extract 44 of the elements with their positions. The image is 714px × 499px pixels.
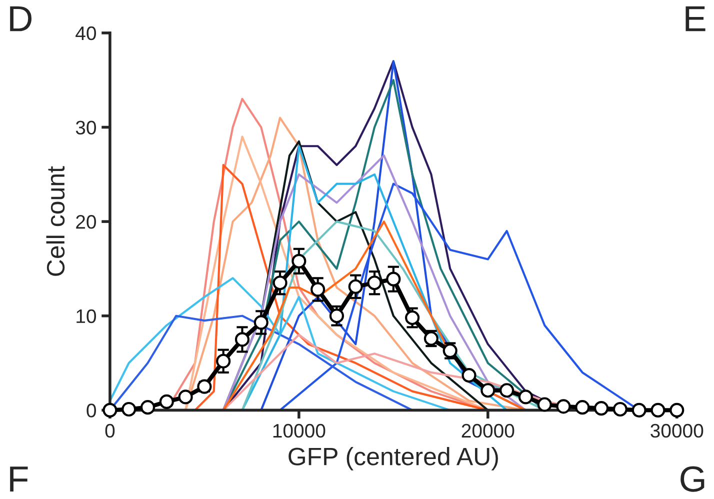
point bbox=[537, 397, 552, 412]
point bbox=[178, 390, 193, 404]
point bbox=[480, 383, 496, 398]
point bbox=[594, 400, 609, 416]
point bbox=[329, 308, 344, 324]
text: G bbox=[680, 466, 704, 492]
line-series bbox=[222, 154, 527, 412]
point bbox=[197, 379, 212, 394]
point bbox=[556, 399, 571, 414]
point bbox=[272, 276, 288, 290]
point bbox=[612, 402, 628, 417]
y-tick-label: 10 bbox=[76, 309, 96, 324]
point bbox=[122, 402, 136, 417]
point bbox=[650, 402, 666, 418]
y-tick-label: 20 bbox=[76, 215, 96, 229]
y-tick-label: 40 bbox=[76, 26, 96, 40]
point bbox=[216, 354, 231, 368]
point bbox=[159, 394, 174, 409]
text: F bbox=[10, 466, 28, 492]
x-tick-label: 20000 bbox=[462, 424, 514, 438]
point bbox=[310, 282, 326, 297]
point bbox=[292, 254, 306, 268]
y-axis-title: Cell count bbox=[46, 166, 65, 276]
point bbox=[140, 400, 156, 415]
point bbox=[575, 400, 590, 415]
y-tick-label: 0 bbox=[86, 404, 96, 418]
x-tick-label: 10000 bbox=[273, 424, 326, 438]
point bbox=[348, 279, 363, 294]
point bbox=[367, 276, 382, 290]
point bbox=[234, 332, 250, 347]
y-tick-label: 30 bbox=[76, 120, 96, 134]
point bbox=[386, 272, 401, 286]
line-series bbox=[108, 277, 452, 412]
point bbox=[405, 310, 420, 326]
x-tick-label: 30000 bbox=[650, 424, 704, 438]
point bbox=[500, 383, 514, 398]
text: E bbox=[686, 6, 706, 32]
x-axis-title: GFP (centered AU) bbox=[288, 447, 498, 470]
point bbox=[254, 315, 268, 330]
text: D bbox=[10, 6, 32, 32]
point bbox=[632, 402, 646, 418]
point bbox=[518, 390, 533, 404]
x-tick-label: 0 bbox=[105, 424, 115, 438]
point bbox=[462, 368, 476, 383]
